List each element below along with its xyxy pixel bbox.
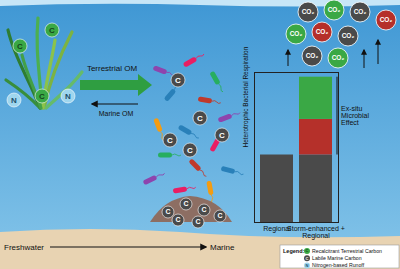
svg-text:CO₂: CO₂ [328, 6, 341, 13]
svg-text:CO₂: CO₂ [306, 52, 319, 59]
svg-text:N: N [65, 92, 71, 101]
svg-text:CO₂: CO₂ [380, 16, 393, 23]
svg-text:Legend:: Legend: [283, 248, 305, 254]
svg-text:Nitrogen-based Runoff: Nitrogen-based Runoff [312, 262, 365, 268]
svg-text:C: C [183, 200, 188, 207]
svg-text:Marine: Marine [210, 243, 235, 252]
svg-text:Terrestrial OM: Terrestrial OM [87, 64, 138, 73]
svg-text:C: C [306, 248, 309, 253]
svg-text:N: N [306, 263, 309, 268]
svg-text:C: C [197, 114, 203, 123]
svg-text:C: C [39, 92, 45, 101]
svg-text:Recalcitrant Terrestrial Carbo: Recalcitrant Terrestrial Carbon [312, 248, 382, 254]
svg-text:CO₂: CO₂ [290, 30, 303, 37]
svg-text:Ex-situMicrobialEffect: Ex-situMicrobialEffect [341, 105, 369, 126]
svg-text:C: C [306, 256, 309, 261]
svg-text:CO₂: CO₂ [316, 28, 329, 35]
svg-text:C: C [17, 42, 23, 51]
svg-text:CO₂: CO₂ [342, 32, 355, 39]
svg-text:C: C [167, 136, 173, 145]
svg-text:Regional: Regional [263, 225, 291, 233]
svg-text:C: C [49, 26, 55, 35]
svg-text:CO₂: CO₂ [354, 8, 367, 15]
svg-text:C: C [175, 76, 181, 85]
svg-text:C: C [217, 212, 222, 219]
svg-text:C: C [195, 218, 200, 225]
svg-text:Storm-enhanced +Regional: Storm-enhanced +Regional [287, 225, 345, 240]
svg-text:Labile Marine Carbon: Labile Marine Carbon [312, 255, 362, 261]
svg-text:C: C [201, 206, 206, 213]
svg-text:C: C [187, 146, 193, 155]
svg-text:C: C [165, 208, 170, 215]
svg-text:CO₂: CO₂ [332, 54, 345, 61]
svg-text:Marine OM: Marine OM [99, 110, 134, 117]
svg-text:C: C [219, 131, 225, 140]
svg-text:Heterotrophic Bacterial Respir: Heterotrophic Bacterial Respiration [242, 46, 250, 147]
svg-text:N: N [11, 96, 17, 105]
svg-text:C: C [175, 216, 180, 223]
svg-text:Freshwater: Freshwater [4, 243, 44, 252]
svg-text:CO₂: CO₂ [302, 8, 315, 15]
